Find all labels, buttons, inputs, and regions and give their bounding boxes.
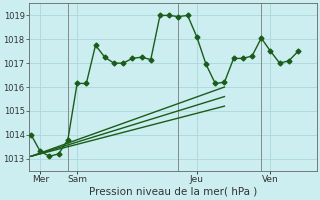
X-axis label: Pression niveau de la mer( hPa ): Pression niveau de la mer( hPa ) xyxy=(89,187,257,197)
